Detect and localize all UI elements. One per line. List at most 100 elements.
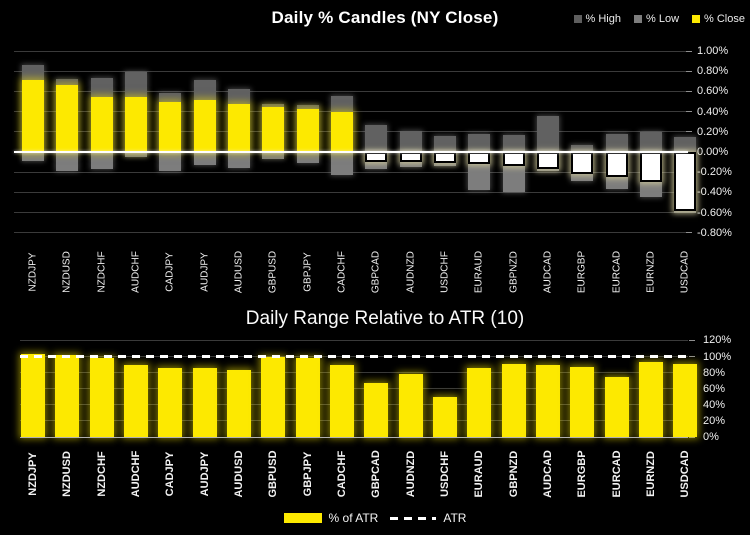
y-axis-tick-label: -0.20% <box>697 166 732 179</box>
low-bar <box>22 152 44 162</box>
legend-swatch-icon <box>573 15 582 23</box>
x-axis-category-label: NZDJPY <box>27 452 39 496</box>
close-bar <box>571 152 594 175</box>
y-axis-tick <box>686 212 692 214</box>
gridline <box>14 90 688 92</box>
x-axis-category-label: AUDUSD <box>232 450 245 498</box>
low-bar <box>262 152 285 160</box>
atr-percent-bar <box>501 363 526 437</box>
close-bar <box>536 152 559 170</box>
low-bar <box>296 152 319 164</box>
x-axis-category-label: GBPUSD <box>267 450 280 498</box>
high-bar <box>674 136 697 152</box>
legend-item-percent-of-atr: % of ATR <box>283 511 379 525</box>
low-bar <box>124 152 147 158</box>
close-bar <box>90 97 113 152</box>
close-bar <box>330 111 353 152</box>
atr-percent-bar <box>535 364 560 437</box>
x-axis-category-label: CADCHF <box>335 450 348 498</box>
atr-percent-bar <box>21 354 45 437</box>
atr-chart-title: Daily Range Relative to ATR (10) <box>245 308 525 329</box>
y-axis-tick <box>689 356 695 358</box>
close-bar <box>468 152 491 165</box>
close-bar <box>262 106 285 152</box>
y-axis-tick <box>686 90 692 92</box>
close-bar <box>56 85 79 152</box>
y-axis-tick-label: 0% <box>703 431 719 443</box>
y-axis-tick-label: 100% <box>703 350 732 363</box>
x-axis-category-label: NZDCHF <box>95 451 108 497</box>
atr-chart-legend: % of ATR ATR <box>0 511 750 525</box>
close-bar <box>433 152 456 164</box>
atr-percent-bar <box>329 364 354 437</box>
legend-item-close: % Close <box>692 13 745 25</box>
candle-chart-plot: 1.00% 0.80% 0.60% 0.40% 0.20% 0.00% -0.20% -0.4… <box>14 45 732 293</box>
low-bar <box>193 152 216 166</box>
atr-percent-bar <box>570 367 595 437</box>
x-axis-category-label: CADJPY <box>164 451 177 497</box>
legend-label: % of ATR <box>328 511 379 525</box>
low-bar <box>330 152 353 176</box>
legend-item-atr: ATR <box>390 511 466 525</box>
legend-label: % Low <box>646 13 680 25</box>
atr-chart-plot: 120% 100% 80% 60% 40% 20% 0% NZDJPY NZDUSD NZDCHF… <box>20 334 732 498</box>
dashed-line-icon <box>390 516 437 520</box>
high-bar <box>536 115 559 152</box>
y-axis-tick <box>686 232 692 234</box>
y-axis-tick <box>689 436 695 438</box>
gridline <box>14 212 688 214</box>
legend-swatch-icon <box>692 15 701 23</box>
x-axis-category-label: EURAUD <box>473 450 486 498</box>
atr-percent-bar <box>604 377 629 437</box>
legend-swatch-icon <box>634 15 642 23</box>
y-axis-tick-label: 20% <box>703 414 726 427</box>
x-axis-category-label: EURCAD <box>610 450 623 498</box>
atr-percent-bar <box>158 367 183 437</box>
x-axis-category-label: GBPCAD <box>370 450 383 498</box>
high-bar <box>502 134 525 152</box>
low-bar <box>227 152 250 169</box>
gridline <box>14 50 688 52</box>
legend-item-low: % Low <box>634 13 679 25</box>
close-bar <box>227 103 250 152</box>
y-axis-tick-label: 80% <box>703 366 726 379</box>
y-axis-tick <box>686 131 692 133</box>
x-axis-line <box>20 436 688 438</box>
y-axis-tick-label: 60% <box>703 382 726 395</box>
y-axis-tick <box>686 111 692 113</box>
x-axis-category-label: GBPJPY <box>301 451 314 497</box>
gridline <box>14 70 688 72</box>
x-axis-category-label: GBPNZD <box>507 450 520 498</box>
close-bar <box>639 152 662 183</box>
high-bar <box>399 130 422 152</box>
atr-percent-bar <box>467 367 492 437</box>
x-axis-category-label: EURGBP <box>576 450 589 498</box>
atr-percent-bar <box>123 365 148 437</box>
candle-chart-legend: % High % Low % Close <box>573 13 745 25</box>
atr-percent-bar <box>55 354 80 437</box>
gridline <box>14 191 688 193</box>
y-axis-tick-label: -0.80% <box>697 226 732 239</box>
x-axis-category-label: USDCHF <box>438 451 451 497</box>
x-axis-category-label: AUDNZD <box>404 450 417 498</box>
zero-axis-line <box>14 151 688 153</box>
close-bar <box>502 152 525 167</box>
high-bar <box>571 144 594 152</box>
gridline <box>14 232 688 234</box>
y-axis-tick <box>689 339 695 341</box>
close-bar <box>124 97 147 152</box>
y-axis-tick-label: 1.00% <box>697 45 729 57</box>
low-bar <box>90 152 113 170</box>
x-axis-category-label: NZDUSD <box>61 451 74 497</box>
legend-swatch-icon <box>283 513 322 523</box>
x-axis-category-label: AUDCAD <box>541 450 554 498</box>
low-bar <box>56 152 79 172</box>
high-bar <box>605 133 628 152</box>
atr-percent-bar <box>261 357 286 437</box>
gridline <box>20 388 688 390</box>
y-axis-tick-label: -0.40% <box>697 186 732 199</box>
high-bar <box>433 135 456 152</box>
atr-percent-bar <box>673 363 698 437</box>
y-axis-tick <box>686 70 692 72</box>
